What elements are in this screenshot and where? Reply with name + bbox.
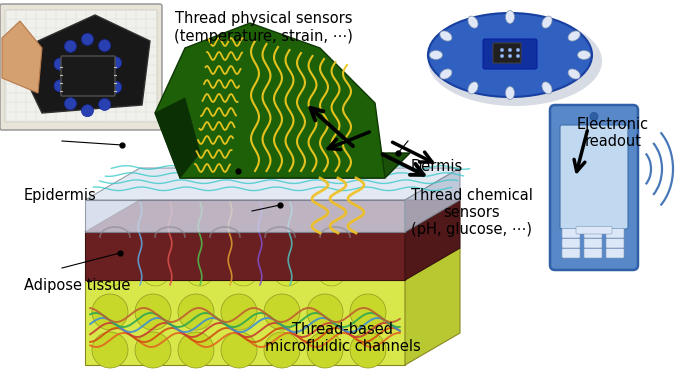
Circle shape (82, 33, 93, 45)
FancyBboxPatch shape (606, 229, 624, 238)
FancyBboxPatch shape (5, 10, 157, 122)
FancyBboxPatch shape (562, 229, 580, 238)
Ellipse shape (428, 13, 592, 97)
Ellipse shape (542, 82, 552, 94)
Text: Epidermis: Epidermis (24, 188, 97, 203)
Circle shape (178, 332, 214, 368)
Text: Electronic
readout: Electronic readout (577, 117, 649, 149)
Circle shape (186, 258, 214, 286)
FancyBboxPatch shape (584, 239, 602, 248)
Circle shape (210, 244, 238, 272)
Circle shape (135, 332, 171, 368)
Polygon shape (155, 98, 200, 178)
Polygon shape (85, 200, 405, 232)
Circle shape (110, 81, 122, 93)
Circle shape (92, 332, 128, 368)
FancyBboxPatch shape (61, 56, 115, 96)
Circle shape (255, 244, 282, 272)
FancyBboxPatch shape (0, 4, 162, 130)
Circle shape (64, 40, 77, 52)
Polygon shape (85, 232, 405, 280)
Circle shape (221, 294, 257, 330)
Circle shape (82, 105, 93, 117)
Polygon shape (180, 153, 410, 178)
Text: Thread-based
microfluidic channels: Thread-based microfluidic channels (264, 322, 421, 354)
Polygon shape (2, 21, 42, 93)
Circle shape (500, 48, 503, 52)
Circle shape (342, 244, 371, 272)
Circle shape (264, 332, 300, 368)
Circle shape (264, 294, 300, 330)
FancyBboxPatch shape (606, 239, 624, 248)
Circle shape (350, 294, 386, 330)
Circle shape (123, 244, 151, 272)
Polygon shape (30, 15, 150, 113)
Text: Thread physical sensors
(temperature, strain, ⋯): Thread physical sensors (temperature, st… (174, 11, 353, 44)
Ellipse shape (568, 69, 580, 79)
Ellipse shape (440, 69, 452, 79)
Circle shape (307, 294, 343, 330)
FancyBboxPatch shape (483, 39, 537, 69)
Polygon shape (405, 200, 460, 280)
Circle shape (590, 113, 598, 121)
Ellipse shape (568, 31, 580, 41)
Circle shape (99, 98, 111, 110)
Circle shape (508, 48, 512, 52)
Text: Dermis: Dermis (411, 159, 463, 174)
Circle shape (166, 244, 195, 272)
Circle shape (178, 294, 214, 330)
Polygon shape (85, 248, 460, 280)
Polygon shape (405, 168, 460, 232)
Ellipse shape (468, 16, 478, 28)
Polygon shape (155, 23, 385, 178)
Ellipse shape (577, 51, 590, 59)
Ellipse shape (506, 87, 514, 100)
Text: Thread chemical
sensors
(pH, glucose, ⋯): Thread chemical sensors (pH, glucose, ⋯) (411, 188, 533, 237)
FancyBboxPatch shape (493, 43, 521, 63)
FancyBboxPatch shape (562, 249, 580, 258)
Circle shape (299, 244, 327, 272)
Polygon shape (85, 200, 460, 232)
Polygon shape (85, 280, 405, 365)
FancyBboxPatch shape (584, 249, 602, 258)
Circle shape (500, 54, 503, 58)
Polygon shape (405, 248, 460, 365)
Circle shape (97, 258, 125, 286)
Circle shape (64, 98, 77, 110)
Text: Adipose tissue: Adipose tissue (24, 278, 130, 293)
Ellipse shape (429, 51, 443, 59)
Circle shape (110, 57, 122, 69)
Ellipse shape (506, 10, 514, 23)
Ellipse shape (468, 82, 478, 94)
FancyBboxPatch shape (584, 229, 602, 238)
Circle shape (135, 294, 171, 330)
Circle shape (229, 258, 258, 286)
Circle shape (92, 294, 128, 330)
FancyBboxPatch shape (550, 105, 638, 270)
Circle shape (516, 48, 520, 52)
Circle shape (307, 332, 343, 368)
FancyBboxPatch shape (576, 226, 612, 234)
Circle shape (508, 54, 512, 58)
Ellipse shape (542, 16, 552, 28)
Ellipse shape (428, 16, 602, 106)
Ellipse shape (440, 31, 452, 41)
Polygon shape (85, 168, 460, 200)
Circle shape (318, 258, 345, 286)
Circle shape (54, 58, 66, 70)
FancyBboxPatch shape (560, 125, 628, 229)
FancyBboxPatch shape (562, 239, 580, 248)
Circle shape (516, 54, 520, 58)
Circle shape (99, 39, 111, 52)
Circle shape (273, 258, 301, 286)
FancyBboxPatch shape (606, 249, 624, 258)
Circle shape (350, 332, 386, 368)
Circle shape (142, 258, 169, 286)
Circle shape (221, 332, 257, 368)
Circle shape (54, 80, 66, 92)
